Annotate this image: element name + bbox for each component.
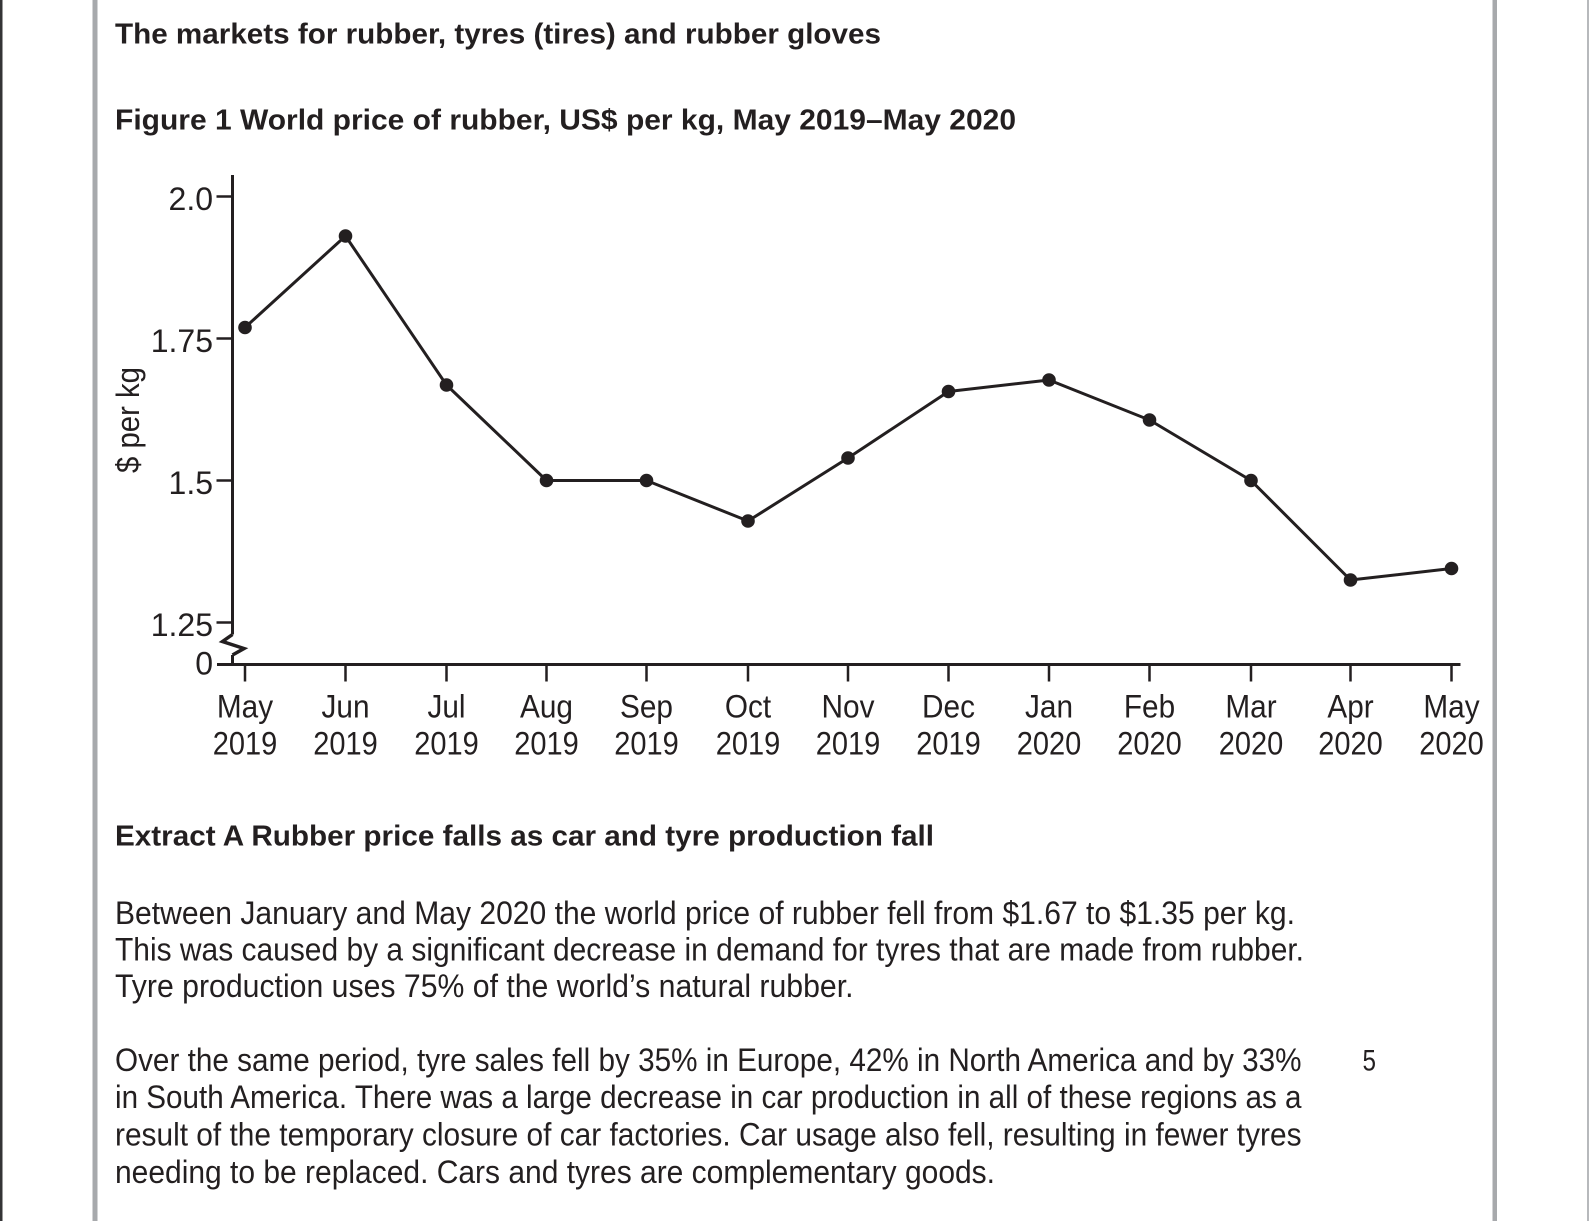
svg-text:2020: 2020 — [1219, 726, 1284, 762]
svg-text:result of the temporary closur: result of the temporary closure of car f… — [115, 1117, 1302, 1153]
svg-text:2019: 2019 — [414, 726, 479, 762]
svg-text:May: May — [1423, 689, 1479, 725]
svg-text:$ per kg: $ per kg — [110, 367, 146, 473]
svg-text:2020: 2020 — [1017, 726, 1082, 762]
svg-text:May: May — [217, 689, 273, 725]
svg-text:2020: 2020 — [1318, 726, 1383, 762]
svg-text:Over the same period, tyre sal: Over the same period, tyre sales fell by… — [115, 1042, 1302, 1078]
svg-text:2020: 2020 — [1419, 726, 1484, 762]
svg-text:Apr: Apr — [1327, 689, 1374, 725]
svg-text:1.75: 1.75 — [151, 323, 213, 359]
svg-text:Tyre production uses 75% of th: Tyre production uses 75% of the world’s … — [115, 968, 854, 1004]
svg-text:1.5: 1.5 — [169, 465, 213, 501]
svg-text:Feb: Feb — [1124, 689, 1175, 725]
svg-text:2019: 2019 — [816, 726, 881, 762]
svg-text:The markets for rubber, tyres: The markets for rubber, tyres (tires) an… — [115, 19, 881, 51]
svg-text:Jan: Jan — [1025, 689, 1073, 725]
svg-text:5: 5 — [1363, 1045, 1377, 1078]
svg-text:Dec: Dec — [922, 689, 975, 725]
svg-text:1.25: 1.25 — [151, 607, 213, 643]
svg-text:in South America. There was a: in South America. There was a large decr… — [115, 1079, 1302, 1115]
svg-text:2019: 2019 — [614, 726, 679, 762]
svg-text:0: 0 — [195, 646, 213, 682]
svg-text:2019: 2019 — [313, 726, 378, 762]
svg-text:2020: 2020 — [1117, 726, 1182, 762]
svg-text:Jun: Jun — [322, 689, 370, 725]
svg-text:Figure 1 World price of rubber: Figure 1 World price of rubber, US$ per … — [115, 105, 1016, 137]
svg-text:Oct: Oct — [725, 689, 771, 725]
svg-text:This was caused by a significa: This was caused by a significant decreas… — [115, 932, 1304, 968]
svg-text:Mar: Mar — [1225, 689, 1277, 725]
svg-text:2019: 2019 — [716, 726, 781, 762]
svg-text:Jul: Jul — [428, 689, 466, 725]
svg-text:Extract A Rubber price falls a: Extract A Rubber price falls as car and … — [115, 821, 934, 853]
svg-text:Aug: Aug — [520, 689, 573, 725]
svg-text:Between January and May 2020 t: Between January and May 2020 the world p… — [115, 895, 1295, 931]
svg-text:2019: 2019 — [916, 726, 981, 762]
svg-text:Sep: Sep — [620, 689, 673, 725]
svg-text:2.0: 2.0 — [169, 181, 213, 217]
svg-text:needing to be replaced. Cars a: needing to be replaced. Cars and tyres a… — [115, 1154, 995, 1190]
svg-text:2019: 2019 — [213, 726, 278, 762]
svg-text:2019: 2019 — [514, 726, 579, 762]
svg-text:Nov: Nov — [822, 689, 875, 725]
